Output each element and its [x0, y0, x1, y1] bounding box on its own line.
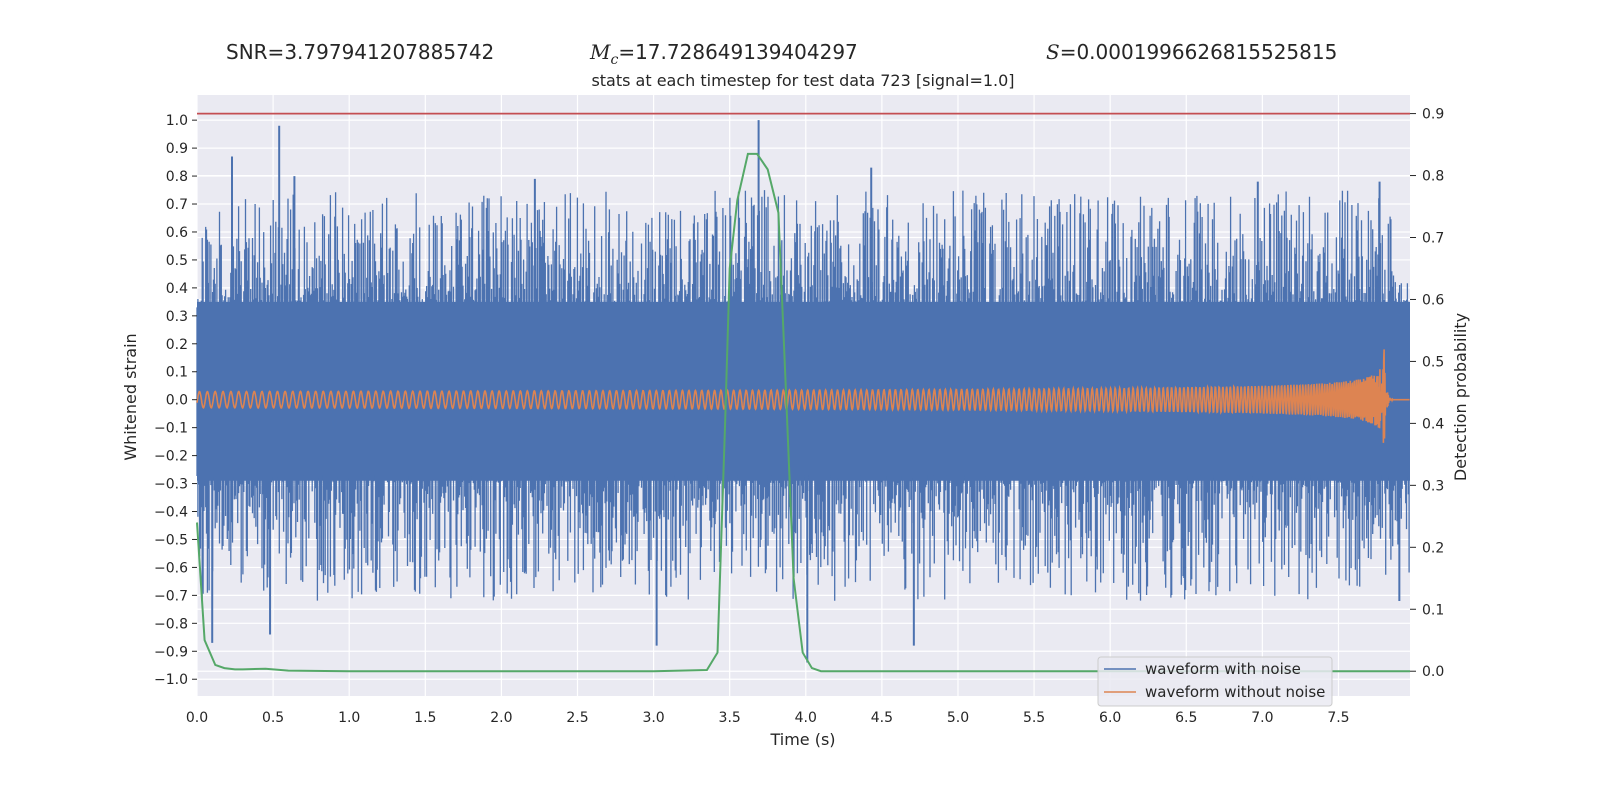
- y-tick-label-left: −0.5: [154, 532, 188, 548]
- y-tick-label-right: 0.5: [1422, 354, 1444, 370]
- x-tick-label: 3.0: [642, 710, 664, 726]
- y-tick-label-right: 0.7: [1422, 231, 1444, 247]
- y-tick-label-right: 0.9: [1422, 107, 1444, 123]
- y-tick-label-left: −0.8: [154, 616, 188, 632]
- y-tick-label-right: 0.6: [1422, 292, 1444, 308]
- x-tick-label: 3.5: [719, 710, 741, 726]
- series-layer: [196, 112, 1410, 673]
- x-tick-label: 4.0: [795, 710, 817, 726]
- y-tick-label-left: 0.5: [166, 253, 188, 269]
- clean-waveform-line: [196, 349, 1410, 443]
- s-stat: S=0.0001996626815525815: [1046, 40, 1337, 64]
- y-tick-label-left: 0.1: [166, 365, 188, 381]
- y-tick-label-left: 0.6: [166, 225, 188, 241]
- snr-label: SNR=: [226, 40, 285, 64]
- y-tick-label-left: −0.6: [154, 560, 188, 576]
- y-tick-label-right: 0.1: [1422, 602, 1444, 618]
- chart-title: stats at each timestep for test data 723…: [591, 71, 1014, 90]
- y-tick-label-right: 0.4: [1422, 416, 1444, 432]
- chirp-mass-subscript: c: [610, 52, 619, 68]
- snr-stat: SNR=3.797941207885742: [226, 40, 494, 64]
- legend-label-clean: waveform without noise: [1145, 683, 1325, 701]
- s-symbol: S: [1046, 40, 1060, 64]
- x-tick-label: 6.0: [1099, 710, 1121, 726]
- y-tick-label-left: −0.2: [154, 449, 188, 465]
- y-tick-label-left: 1.0: [166, 113, 188, 129]
- y-tick-label-left: 0.9: [166, 141, 188, 157]
- y-tick-label-left: 0.4: [166, 281, 188, 297]
- x-tick-label: 2.5: [566, 710, 588, 726]
- y-tick-label-right: 0.3: [1422, 478, 1444, 494]
- x-tick-label: 1.0: [338, 710, 360, 726]
- y-axis-label-right: Detection probability: [1451, 313, 1470, 481]
- y-tick-label-left: 0.0: [166, 393, 188, 409]
- chirp-mass-stat: Mc=17.728649139404297: [590, 40, 858, 68]
- legend-box: [1097, 656, 1333, 707]
- y-tick-label-left: −1.0: [154, 672, 188, 688]
- y-tick-label-left: −0.4: [154, 505, 188, 521]
- y-tick-label-left: −0.3: [154, 477, 188, 493]
- x-tick-label: 7.0: [1251, 710, 1273, 726]
- x-tick-label: 0.5: [262, 710, 284, 726]
- y-tick-label-left: 0.7: [166, 197, 188, 213]
- y-tick-label-left: −0.7: [154, 588, 188, 604]
- x-tick-label: 2.0: [490, 710, 512, 726]
- x-axis-label: Time (s): [769, 730, 835, 749]
- detection-probability-line: [196, 152, 1410, 673]
- chirp-mass-value: =17.728649139404297: [618, 40, 858, 64]
- y-axis-label-left: Whitened strain: [121, 333, 140, 460]
- x-tick-label: 5.0: [947, 710, 969, 726]
- snr-value: 3.797941207885742: [284, 40, 495, 64]
- chirp-mass-symbol: M: [590, 40, 611, 64]
- y-tick-label-right: 0.8: [1422, 169, 1444, 185]
- x-tick-label: 4.5: [871, 710, 893, 726]
- tick-labels: 0.0 0.5 1.0 1.5 2.0 2.5 3.0 3.5 4.0 4.5 5.0 5.5 6.0 6…: [154, 107, 1444, 726]
- x-tick-label: 7.5: [1327, 710, 1349, 726]
- y-tick-label-left: −0.1: [154, 421, 188, 437]
- y-tick-label-left: 0.8: [166, 169, 188, 185]
- y-tick-label-right: 0.0: [1422, 664, 1444, 680]
- y-tick-label-right: 0.2: [1422, 540, 1444, 556]
- y-tick-label-left: 0.3: [166, 309, 188, 325]
- x-tick-label: 0.0: [186, 710, 208, 726]
- y-tick-label-left: 0.2: [166, 337, 188, 353]
- x-tick-label: 1.5: [414, 710, 436, 726]
- x-tick-label: 6.5: [1175, 710, 1197, 726]
- legend-label-noise: waveform with noise: [1145, 660, 1301, 678]
- legend: waveform with noise waveform without noi…: [1097, 656, 1333, 707]
- x-tick-label: 5.5: [1023, 710, 1045, 726]
- y-tick-label-left: −0.9: [154, 644, 188, 660]
- s-value: =0.0001996626815525815: [1059, 40, 1338, 64]
